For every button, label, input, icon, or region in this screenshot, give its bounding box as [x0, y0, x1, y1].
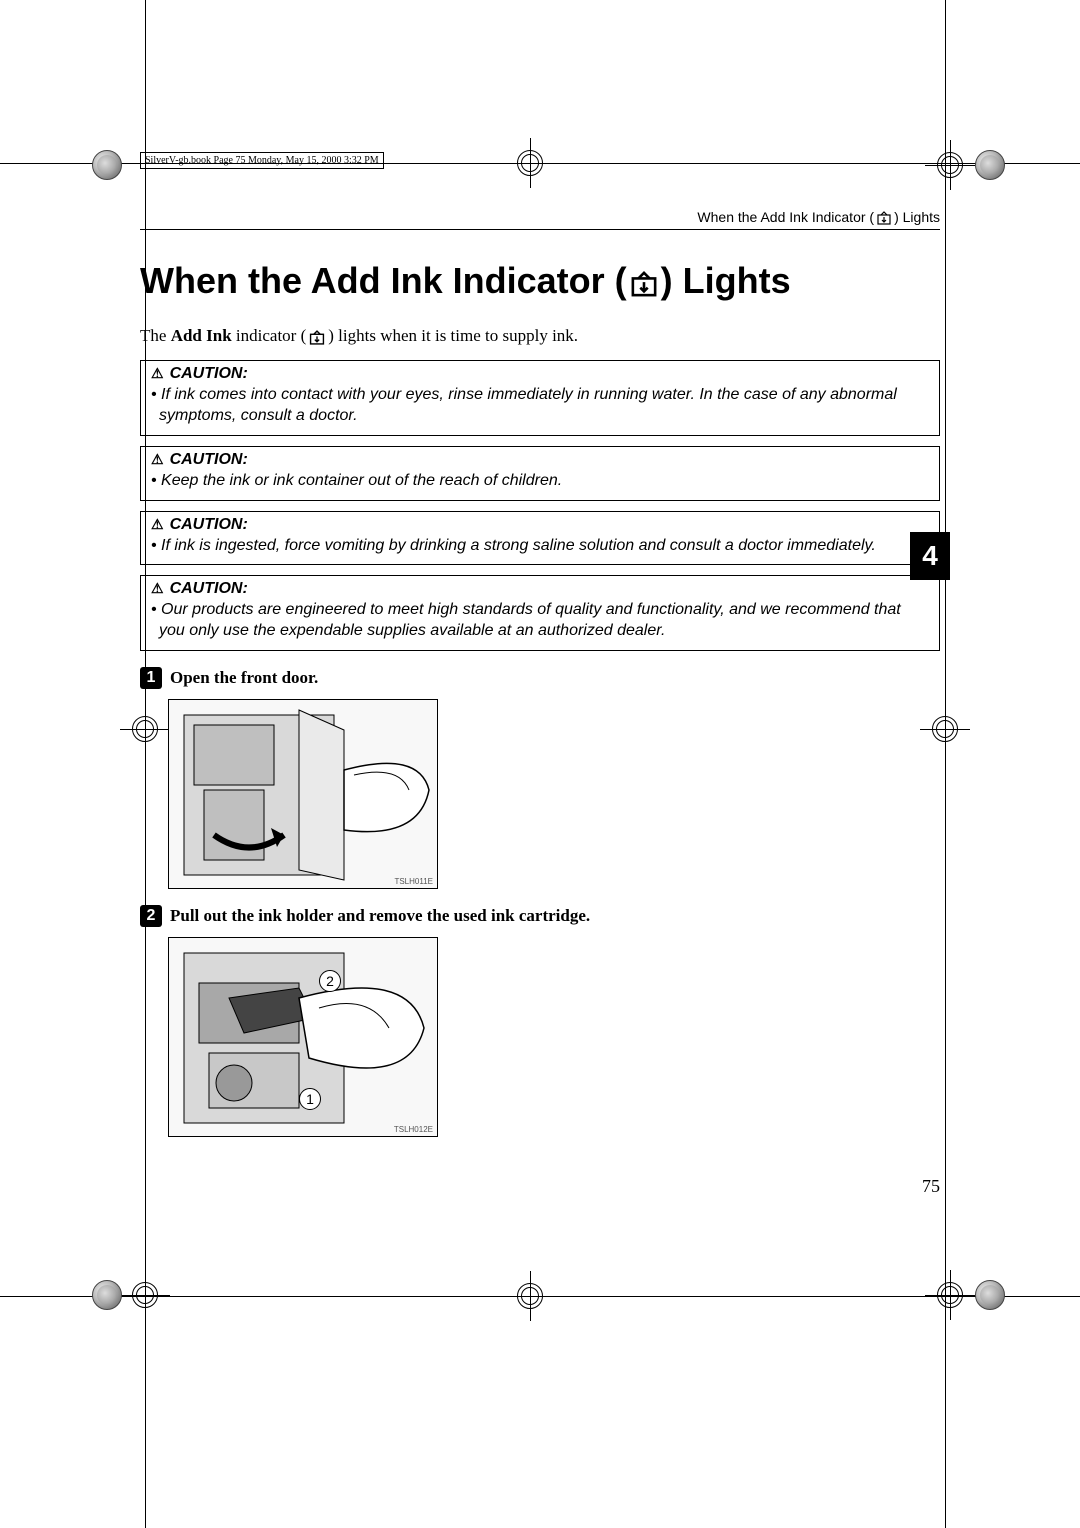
caution-text: Keep the ink or ink container out of the…	[159, 471, 929, 492]
figure-svg	[169, 700, 439, 890]
step: 1 Open the front door.	[140, 667, 940, 689]
page-title: When the Add Ink Indicator ( ) Lights	[140, 260, 940, 302]
registration-mark-bottom	[505, 1271, 555, 1321]
callout-number: 2	[319, 970, 341, 992]
screw-icon	[975, 1280, 1005, 1310]
caution-box: CAUTION: Keep the ink or ink container o…	[140, 446, 940, 501]
running-head: When the Add Ink Indicator ( ) Lights	[140, 209, 940, 230]
step-text: Open the front door.	[170, 668, 318, 687]
callout-number: 1	[299, 1088, 321, 1110]
caution-text: If ink is ingested, force vomiting by dr…	[159, 536, 929, 557]
step: 2 Pull out the ink holder and remove the…	[140, 905, 940, 927]
page-number: 75	[922, 1176, 940, 1197]
intro-paragraph: The Add Ink indicator () lights when it …	[140, 326, 940, 346]
ink-icon	[308, 330, 326, 345]
caution-box: CAUTION: Our products are engineered to …	[140, 575, 940, 651]
ink-icon	[629, 271, 659, 297]
figure-open-door: TSLH011E	[168, 699, 438, 889]
registration-mark-bl	[120, 1270, 170, 1320]
title-suffix: ) Lights	[661, 260, 791, 301]
caution-label: CAUTION:	[151, 365, 929, 383]
step-number-badge: 1	[140, 667, 162, 689]
step-number-badge: 2	[140, 905, 162, 927]
step-text: Pull out the ink holder and remove the u…	[170, 906, 590, 925]
figure-remove-cartridge: 2 1 TSLH012E	[168, 937, 438, 1137]
screw-icon	[92, 1280, 122, 1310]
page-content: SilverV-gb.book Page 75 Monday, May 15, …	[140, 150, 940, 1137]
screw-icon	[975, 150, 1005, 180]
caution-box: CAUTION: If ink comes into contact with …	[140, 360, 940, 436]
title-prefix: When the Add Ink Indicator (	[140, 260, 627, 301]
running-head-suffix: ) Lights	[894, 209, 940, 225]
book-header: SilverV-gb.book Page 75 Monday, May 15, …	[140, 152, 384, 169]
screw-icon	[92, 150, 122, 180]
caution-text: If ink comes into contact with your eyes…	[159, 385, 929, 427]
caution-label: CAUTION:	[151, 580, 929, 598]
running-head-prefix: When the Add Ink Indicator (	[697, 209, 874, 225]
caution-label: CAUTION:	[151, 516, 929, 534]
caution-box: CAUTION: If ink is ingested, force vomit…	[140, 511, 940, 566]
caution-label: CAUTION:	[151, 451, 929, 469]
figure-label: TSLH011E	[394, 877, 433, 886]
caution-text: Our products are engineered to meet high…	[159, 600, 929, 642]
chapter-tab: 4	[910, 532, 950, 580]
figure-label: TSLH012E	[394, 1125, 433, 1134]
ink-icon	[876, 211, 892, 225]
registration-mark-br	[925, 1270, 975, 1320]
